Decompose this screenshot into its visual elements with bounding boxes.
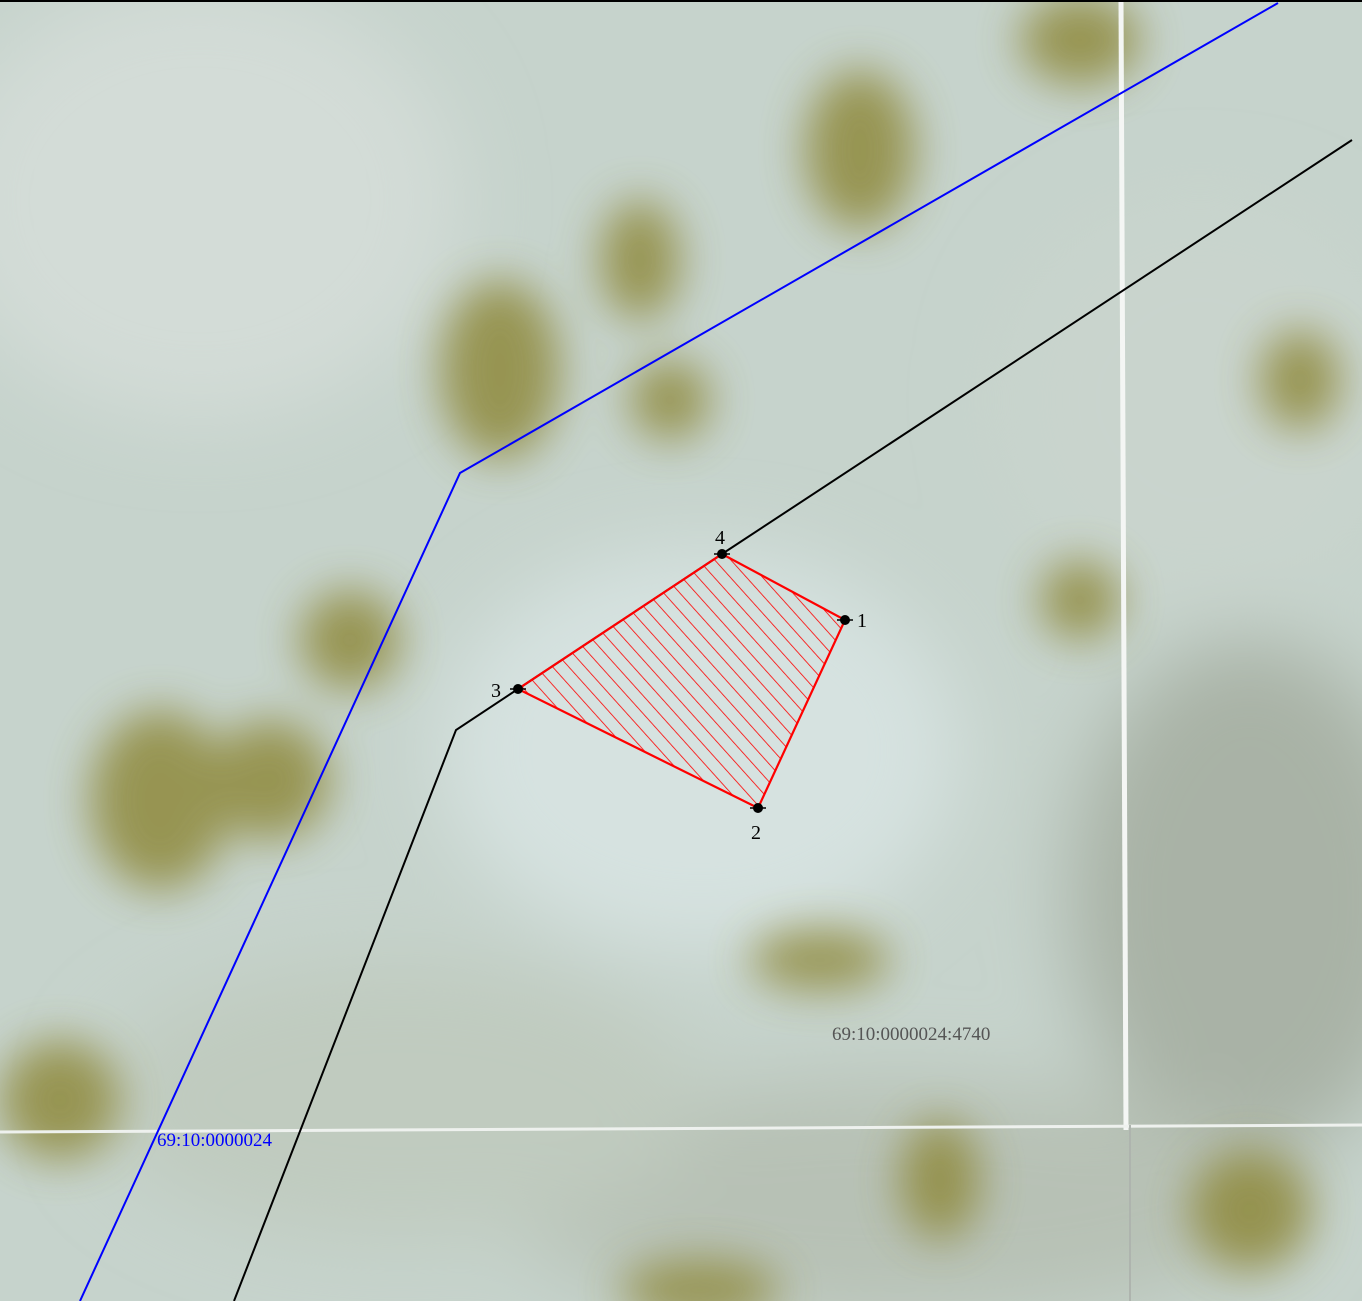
- vertex-4-marker[interactable]: [714, 549, 730, 559]
- vertex-1-marker[interactable]: [837, 615, 853, 625]
- cadastral-quarter-label: 69:10:0000024: [157, 1130, 273, 1151]
- vertex-1-label: 1: [857, 610, 867, 632]
- vertex-markers: [510, 549, 853, 813]
- parcel-number-label: 69:10:0000024:4740: [832, 1024, 990, 1045]
- vertex-3-label: 3: [491, 680, 501, 702]
- vertex-2-label: 2: [751, 822, 761, 844]
- vertex-2-marker[interactable]: [750, 803, 766, 813]
- vertex-4-label: 4: [715, 527, 725, 549]
- vertex-3-marker[interactable]: [510, 684, 526, 694]
- quarter-boundary-line: [79, 2, 1279, 1301]
